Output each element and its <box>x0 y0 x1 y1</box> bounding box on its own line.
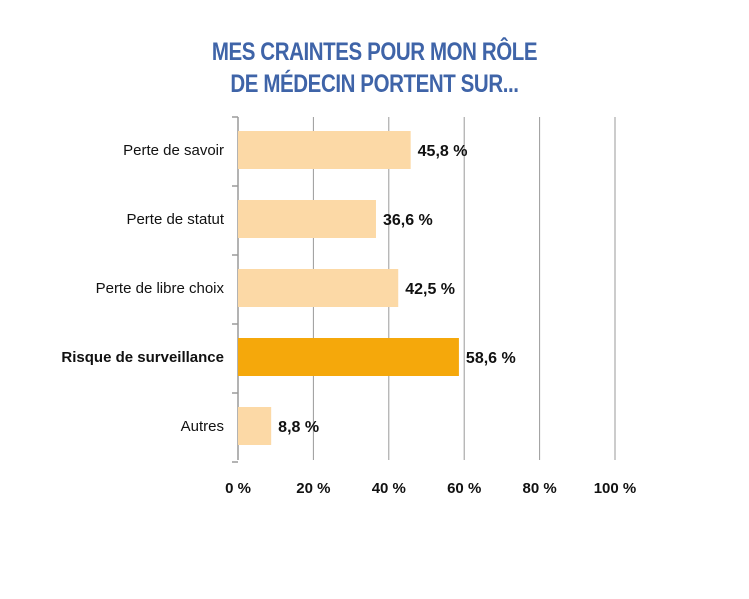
category-label-2: Perte de statut <box>126 211 224 228</box>
category-label-5: Autres <box>181 418 224 435</box>
value-label-4: 58,6 % <box>466 350 516 367</box>
category-label-3: Perte de libre choix <box>96 280 225 297</box>
chart-title-line-2: DE MÉDECIN PORTENT SUR... <box>230 70 519 98</box>
bar-4 <box>238 338 459 376</box>
x-tick-label-40: 40 % <box>372 480 406 497</box>
category-label-1: Perte de savoir <box>123 142 224 159</box>
bar-2 <box>238 200 376 238</box>
x-tick-label-100: 100 % <box>594 480 637 497</box>
chart-title-line-1: MES CRAINTES POUR MON RÔLE <box>211 38 538 66</box>
bar-3 <box>238 269 399 307</box>
value-label-5: 8,8 % <box>278 419 319 436</box>
category-label-4: Risque de surveillance <box>61 349 224 366</box>
bar-5 <box>238 407 272 445</box>
value-label-2: 36,6 % <box>383 212 433 229</box>
bar-1 <box>238 131 411 169</box>
x-tick-label-60: 60 % <box>447 480 481 497</box>
value-label-1: 45,8 % <box>418 143 468 160</box>
chart-title: MES CRAINTES POUR MON RÔLE DE MÉDECIN PO… <box>67 36 681 100</box>
x-tick-label-80: 80 % <box>522 480 556 497</box>
x-tick-label-0: 0 % <box>225 480 251 497</box>
x-tick-label-20: 20 % <box>296 480 330 497</box>
value-label-3: 42,5 % <box>405 281 455 298</box>
